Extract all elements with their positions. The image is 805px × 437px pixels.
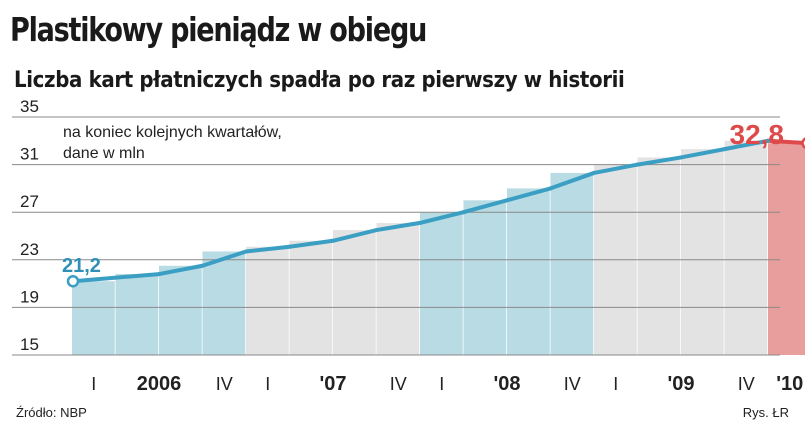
x-tick-layer: I 2006 IV I '07 IV I '08 IV I '09 IV '10 (91, 373, 803, 395)
y-tick-label: 23 (20, 240, 39, 259)
x-year-label: '08 (493, 373, 520, 395)
bar-iii-2006 (159, 265, 203, 355)
data-point-iii-2007 (374, 228, 379, 233)
bar-i-2008 (420, 212, 464, 355)
data-point-i-2007 (287, 244, 292, 249)
data-point-iv-2008 (592, 170, 596, 175)
data-point-ii-2006 (157, 272, 161, 277)
x-year-label: '07 (319, 373, 346, 395)
bar-iv-2009 (724, 140, 768, 355)
x-quarter-label: IV (564, 374, 581, 394)
data-point-iv-2007 (418, 220, 422, 225)
bar-ii-2007 (289, 240, 333, 355)
bar-ii-2006 (115, 274, 159, 355)
credit-note: Rys. ŁR (742, 405, 789, 420)
chart-title: Plastikowy pieniądz w obiegu (10, 10, 427, 49)
data-point-ii-2007 (331, 238, 335, 243)
y-tick-label: 27 (20, 192, 39, 211)
x-quarter-label: I (91, 374, 96, 394)
series-line-last-segment (766, 138, 805, 146)
bar-iv-2006 (202, 251, 246, 355)
annotation-layer: 21,2 32,8 (62, 119, 784, 277)
y-tick-label: 31 (20, 145, 39, 164)
bar-iii-2008 (507, 188, 551, 355)
x-quarter-label: IV (216, 374, 233, 394)
bar-i-2007 (246, 246, 290, 355)
y-tick-label: 15 (20, 335, 39, 354)
y-tick-layer: 15 19 23 27 31 35 (20, 97, 39, 354)
data-point-i-2009 (635, 162, 640, 167)
data-point-ii-2008 (505, 198, 509, 203)
last-value-label: 32,8 (730, 119, 785, 150)
data-point-first (66, 274, 80, 288)
data-point-iv-2006 (244, 249, 248, 254)
y-tick-label: 19 (20, 287, 39, 306)
series-line (71, 138, 770, 284)
source-note: Źródło: NBP (16, 405, 87, 420)
data-point-iii-2006 (200, 263, 205, 268)
y-tick-label: 35 (20, 97, 39, 116)
bar-ii-2009 (637, 157, 681, 355)
chart-note-line-2: dane w mln (63, 145, 145, 162)
data-point-ii-2009 (679, 155, 683, 160)
bar-ii-2008 (463, 200, 507, 355)
chart-note-line-1: na koniec kolejnych kwartałów, (63, 124, 282, 141)
data-point-i-2008 (461, 210, 466, 215)
bar-iii-2007 (333, 230, 377, 355)
x-quarter-label: IV (738, 374, 755, 394)
line-layer (66, 137, 805, 288)
x-quarter-label: I (439, 374, 444, 394)
x-quarter-label: I (265, 374, 270, 394)
bar-iii-2009 (681, 149, 725, 355)
bar-i-2010 (768, 143, 805, 355)
x-year-label: 2006 (137, 373, 182, 395)
bars-layer (72, 140, 805, 355)
chart-subtitle: Liczba kart płatniczych spadła po raz pi… (14, 68, 625, 93)
bar-iv-2007 (376, 222, 420, 355)
x-year-label: '09 (667, 373, 694, 395)
data-point-last (801, 137, 805, 149)
data-point-iii-2008 (548, 186, 553, 191)
grid-layer (12, 116, 780, 356)
data-point-iii-2009 (722, 147, 727, 152)
bar-i-2006 (72, 281, 116, 355)
bar-iv-2008 (550, 172, 594, 355)
x-quarter-label: IV (390, 374, 407, 394)
first-value-label: 21,2 (62, 255, 101, 277)
x-quarter-label: I (613, 374, 618, 394)
x-year-label: '10 (776, 373, 803, 395)
data-point-iv-2009 (766, 138, 770, 143)
